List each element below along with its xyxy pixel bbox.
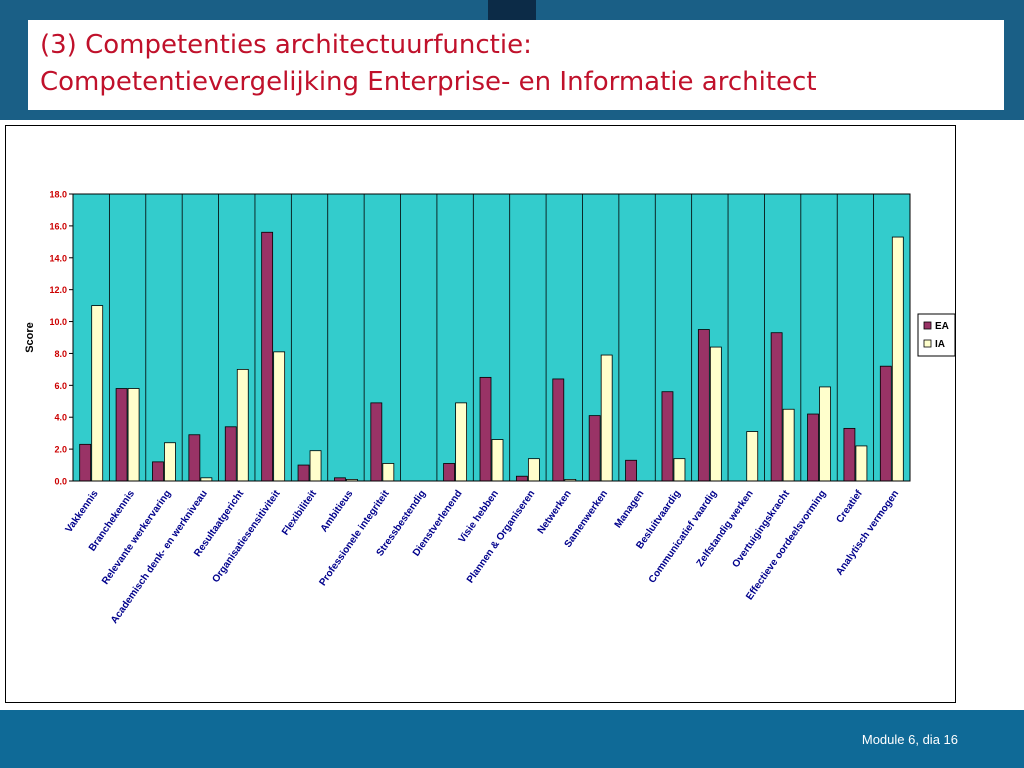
x-tick-label: Creatief (834, 488, 865, 525)
y-tick-label: 6.0 (54, 381, 67, 391)
bar-ia (236, 368, 249, 482)
bar-ea (807, 413, 819, 482)
slide-title-line-2: Competentievergelijking Enterprise- en I… (40, 67, 817, 97)
bar-ia (273, 351, 286, 482)
bar-ia (91, 305, 104, 482)
footer-band: Module 6, dia 16 (0, 710, 1024, 768)
x-tick-label: Effectieve oordeelsvorming (744, 488, 828, 602)
x-tick-label: Plannen & Organiseren (465, 488, 537, 585)
bar-ia (491, 439, 504, 482)
bar-ea (79, 443, 92, 482)
bar-ia (673, 458, 686, 482)
legend-label-ia: IA (935, 339, 945, 350)
y-tick-label: 10.0 (49, 317, 67, 327)
bar-ia (855, 445, 868, 482)
bar-ea (224, 426, 237, 482)
bar-ea (443, 463, 456, 482)
bar-ia (709, 346, 722, 482)
x-tick-label: Netwerken (536, 488, 574, 536)
x-tick-label: Professionele integriteit (317, 488, 392, 588)
bar-ea (770, 332, 783, 482)
bar-ea (479, 376, 492, 482)
x-tick-label: Ambitieus (319, 488, 356, 534)
bar-ea (297, 464, 310, 482)
bar-chart: 0.0 2.0 4.0 6.0 8.0 10.0 12.0 14.0 16.0 18.0 Score… (24, 190, 955, 626)
x-tick-label: Analytisch vermogen (834, 488, 901, 577)
x-tick-label: Communicatief vaardig (647, 488, 719, 585)
bar-ia (782, 408, 795, 482)
bar-ia (309, 450, 322, 482)
bar-ea (261, 231, 274, 482)
bar-ea (552, 378, 565, 482)
bar-ia (891, 236, 904, 482)
bar-ia (746, 431, 759, 482)
y-tick-label: 4.0 (54, 413, 67, 423)
bar-ea (625, 459, 637, 482)
bar-ia (164, 442, 176, 482)
y-tick-label: 14.0 (49, 253, 67, 263)
bar-ea (370, 402, 383, 482)
title-box: (3) Competenties architectuurfunctie: Co… (28, 20, 1004, 110)
bar-ea (879, 365, 892, 482)
bar-ea (152, 461, 164, 482)
bar-ea (697, 329, 710, 482)
slide-title-line-1: (3) Competenties architectuurfunctie: (40, 30, 532, 60)
bar-ia (527, 458, 540, 482)
y-axis-label: Score (24, 322, 36, 353)
y-tick-label: 12.0 (49, 285, 67, 295)
slide-footer: Module 6, dia 16 (861, 732, 958, 747)
bar-ea (515, 475, 528, 482)
x-tick-label: Organisatiesensitiviteit (210, 488, 283, 585)
x-tick-label: Vakkennis (64, 488, 101, 535)
plot-area (72, 193, 911, 482)
legend-swatch-ea (923, 321, 932, 330)
bar-ia (382, 463, 395, 482)
bar-ia (819, 386, 831, 482)
bar-ea (661, 391, 674, 482)
x-tick-label: Relevante werkervaring (100, 488, 173, 586)
x-tick-label: Flexibiliteit (280, 488, 319, 538)
x-tick-label: Managen (613, 488, 647, 530)
y-tick-label: 0.0 (54, 477, 67, 487)
bar-ea (115, 388, 128, 482)
legend-swatch-ia (923, 339, 932, 348)
bar-ea (588, 415, 601, 482)
bar-ea (188, 434, 201, 482)
legend-label-ea: EA (935, 321, 949, 332)
bar-ia (600, 354, 613, 482)
header-tab-decoration (488, 0, 536, 20)
y-tick-label: 8.0 (54, 349, 67, 359)
bar-ia (455, 402, 468, 482)
y-tick-label: 18.0 (49, 190, 67, 200)
legend-box (917, 313, 955, 357)
y-tick-label: 2.0 (54, 445, 67, 455)
chart-frame: 0.0 2.0 4.0 6.0 8.0 10.0 12.0 14.0 16.0 18.0 Score… (5, 125, 956, 703)
bar-ia (127, 388, 140, 482)
y-tick-label: 16.0 (49, 221, 67, 231)
bar-ea (843, 427, 856, 482)
